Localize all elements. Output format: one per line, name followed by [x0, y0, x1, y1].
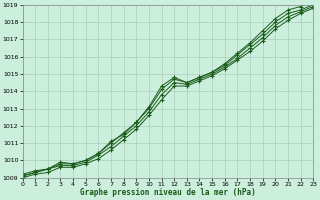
- X-axis label: Graphe pression niveau de la mer (hPa): Graphe pression niveau de la mer (hPa): [80, 188, 256, 197]
